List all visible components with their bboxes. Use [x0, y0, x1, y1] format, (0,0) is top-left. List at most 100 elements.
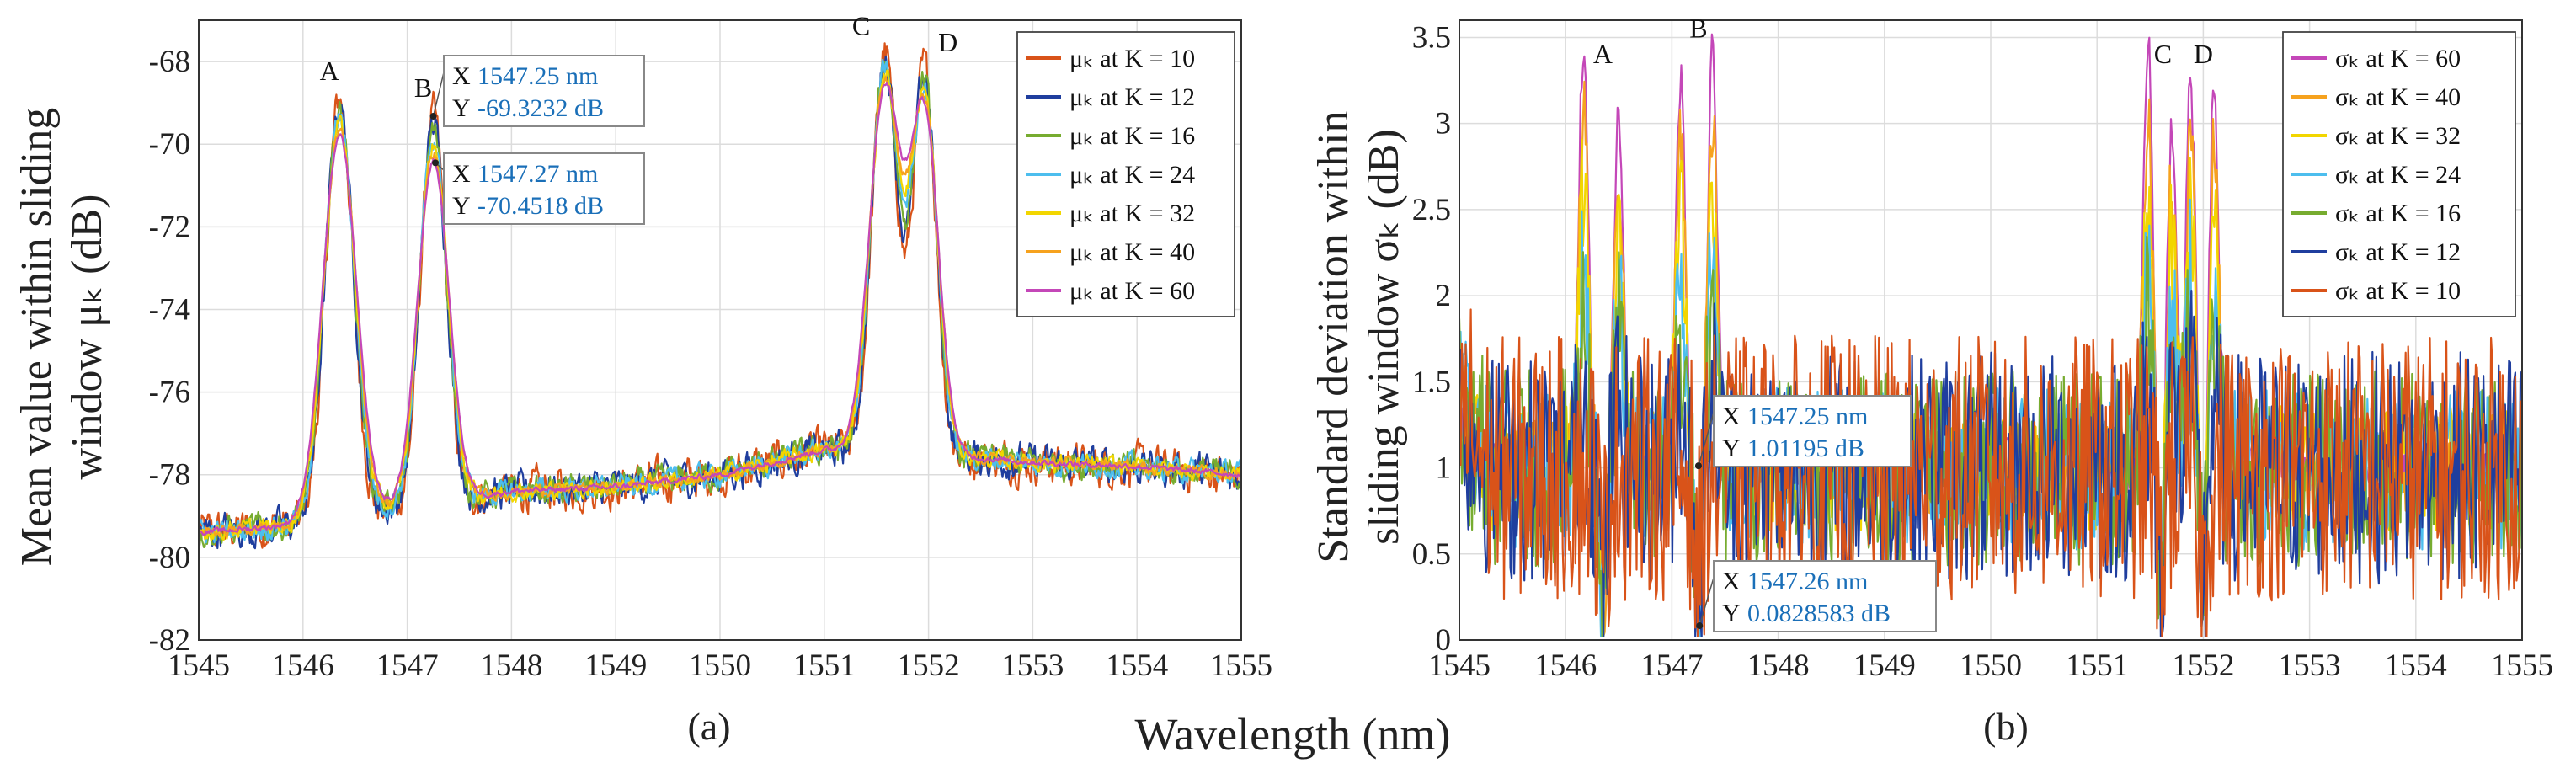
- panel-b-legend-label-K24: σₖ at K = 24: [2335, 161, 2461, 189]
- panel-b-datatip-0-leader: [1698, 412, 1715, 467]
- panel-b-ytick-0.5: 0.5: [1412, 537, 1451, 572]
- panel-a-ytick--78: -78: [149, 458, 190, 493]
- panel-b-datatip-1-xkey: X: [1722, 568, 1741, 595]
- panel-a-datatip-1-ykey: Y: [452, 192, 471, 220]
- panel-a-ytick--82: -82: [149, 623, 190, 658]
- panel-a-xtick-1554: 1554: [1106, 648, 1168, 683]
- panel-b-ylabel-line2: sliding window σₖ (dB): [1360, 129, 1408, 545]
- panel-a-datatip-0-yvalue: -69.3232 dB: [477, 94, 604, 122]
- panel-b-datatip-1-yvalue: 0.0828583 dB: [1747, 600, 1891, 627]
- panel-a-peak-label-D: D: [938, 27, 957, 57]
- panel-a-legend-label-K10: μₖ at K = 10: [1069, 45, 1195, 72]
- panel-a-datatip-0-leader: [432, 72, 445, 117]
- panel-b-label: (b): [1983, 705, 2029, 748]
- panel-b-ytick-2: 2: [1436, 279, 1452, 313]
- panel-b-legend-label-K60: σₖ at K = 60: [2335, 45, 2461, 72]
- panel-b-datatip-0-marker: [1694, 462, 1702, 470]
- panel-a-ytick--68: -68: [149, 45, 190, 79]
- panel-a-datatip-1-box: [443, 152, 645, 225]
- panel-b-ytick-1.5: 1.5: [1412, 365, 1451, 399]
- panel-b-xtick-1548: 1548: [1747, 648, 1810, 683]
- panel-a-ytick--70: -70: [149, 127, 190, 162]
- panel-a-legend-label-K12: μₖ at K = 12: [1069, 83, 1195, 111]
- panel-a-ylabel-line2: window μₖ (dB): [63, 195, 111, 480]
- panel-b-xtick-1553: 1553: [2279, 648, 2341, 683]
- panel-a-legend-label-K24: μₖ at K = 24: [1069, 161, 1195, 189]
- panel-b-datatip-1-box: [1713, 560, 1937, 632]
- panel-a-xtick-1546: 1546: [272, 648, 334, 683]
- panel-a-ytick--74: -74: [149, 292, 190, 327]
- panel-a-ytick--72: -72: [149, 210, 190, 244]
- panel-b-chart: Standard deviation within sliding window…: [1309, 13, 2553, 748]
- panel-b-xtick-1545: 1545: [1428, 648, 1491, 683]
- panel-b-xtick-1555: 1555: [2491, 648, 2553, 683]
- panel-a-datatip-1-xvalue: 1547.27 nm: [477, 160, 598, 188]
- panel-a-ytick--76: -76: [149, 376, 190, 410]
- panel-a-series-line-K60: [199, 82, 1241, 536]
- panel-b-legend-label-K12: σₖ at K = 12: [2335, 238, 2461, 266]
- panel-a-legend-label-K60: μₖ at K = 60: [1069, 277, 1195, 305]
- panel-b-datatip-0-xkey: X: [1722, 403, 1741, 430]
- x-axis-label: Wavelength (nm): [1134, 709, 1450, 760]
- panel-a-legend-box: [1016, 31, 1235, 317]
- panel-a-xtick-1549: 1549: [584, 648, 647, 683]
- panel-b-xtick-1551: 1551: [2066, 648, 2128, 683]
- panel-a-series-line-K40: [199, 76, 1241, 538]
- panel-a-xtick-1552: 1552: [898, 648, 960, 683]
- panel-a-datatip-0-box: [443, 55, 645, 127]
- panel-b-xtick-1550: 1550: [1960, 648, 2022, 683]
- panel-a-ytick--80: -80: [149, 541, 190, 575]
- panel-b-legend-label-K32: σₖ at K = 32: [2335, 122, 2461, 150]
- panel-b-datatip-0-xvalue: 1547.25 nm: [1747, 403, 1868, 430]
- panel-a-axes-frame: [198, 19, 1242, 641]
- panel-b-peak-label-B: B: [1689, 13, 1707, 43]
- panel-b-ytick-0: 0: [1436, 623, 1452, 658]
- panel-a-series-group: [199, 42, 1241, 550]
- panel-a-datatip-1-marker: [432, 159, 440, 167]
- panel-a-xtick-1555: 1555: [1210, 648, 1272, 683]
- panel-a-peak-label-A: A: [320, 56, 339, 86]
- panel-b-datatip-1-leader: [1699, 577, 1715, 627]
- panel-b-legend-label-K10: σₖ at K = 10: [2335, 277, 2461, 305]
- panel-a-xtick-1547: 1547: [376, 648, 439, 683]
- panel-a-xtick-1551: 1551: [793, 648, 856, 683]
- panel-b-axes-frame: [1459, 19, 2523, 641]
- panel-b-ytick-1: 1: [1436, 451, 1452, 486]
- panel-b-datatip-1-xvalue: 1547.26 nm: [1747, 568, 1868, 595]
- panel-a-legend-label-K16: μₖ at K = 16: [1069, 122, 1195, 150]
- panel-b-ytick-2.5: 2.5: [1412, 193, 1451, 227]
- panel-b-peak-label-C: C: [2154, 39, 2172, 69]
- panel-a-xtick-1553: 1553: [1001, 648, 1064, 683]
- panel-a-xtick-1548: 1548: [480, 648, 542, 683]
- panel-b-xtick-1546: 1546: [1534, 648, 1597, 683]
- panel-a-ylabel-line1: Mean value within sliding: [13, 108, 61, 566]
- panel-b-ytick-3.5: 3.5: [1412, 20, 1451, 55]
- panel-b-ytick-3: 3: [1436, 107, 1452, 141]
- panel-b-series-line-K10: [1459, 308, 2522, 637]
- panel-b-legend-label-K40: σₖ at K = 40: [2335, 83, 2461, 111]
- panel-a-datatip-1-xkey: X: [452, 160, 471, 188]
- panel-a-chart: Mean value within sliding window μₖ (dB)…: [13, 10, 1272, 748]
- panel-a-label: (a): [687, 705, 730, 748]
- panel-b-series-group: [1459, 33, 2522, 637]
- panel-b-datatip-0-yvalue: 1.01195 dB: [1747, 435, 1864, 462]
- panel-a-datatip-0-marker: [429, 112, 437, 120]
- panel-b-legend-label-K16: σₖ at K = 16: [2335, 200, 2461, 227]
- panel-a-datatip-0-xvalue: 1547.25 nm: [477, 62, 598, 90]
- panel-a-datatip-0-xkey: X: [452, 62, 471, 90]
- panel-b-datatip-1-marker: [1696, 622, 1704, 630]
- panel-b-xtick-1549: 1549: [1853, 648, 1916, 683]
- panel-a-datatip-1-yvalue: -70.4518 dB: [477, 192, 604, 220]
- panel-b-datatip-0-ykey: Y: [1722, 435, 1741, 462]
- panel-b-peak-label-A: A: [1593, 39, 1613, 69]
- panel-b-xtick-1554: 1554: [2385, 648, 2447, 683]
- panel-b-datatip-0-box: [1713, 395, 1912, 467]
- panel-a-datatip-0-ykey: Y: [452, 94, 471, 122]
- panel-b-ylabel-line1: Standard deviation within: [1309, 110, 1357, 563]
- panel-b-datatip-1-ykey: Y: [1722, 600, 1741, 627]
- panel-b-xtick-1547: 1547: [1640, 648, 1703, 683]
- panel-a-peak-label-C: C: [852, 10, 870, 40]
- panel-b-xtick-1552: 1552: [2172, 648, 2234, 683]
- panel-b-peak-label-D: D: [2194, 39, 2213, 69]
